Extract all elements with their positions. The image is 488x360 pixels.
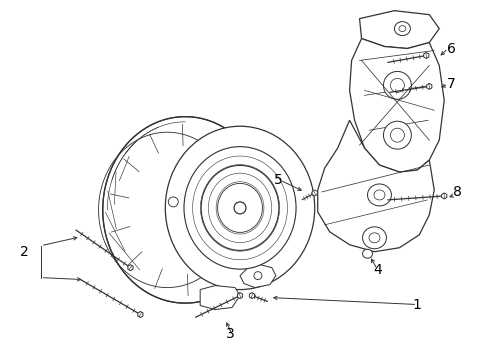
Ellipse shape <box>183 147 295 269</box>
Ellipse shape <box>233 152 240 159</box>
Polygon shape <box>359 11 438 49</box>
Polygon shape <box>311 190 317 196</box>
Ellipse shape <box>398 26 405 32</box>
Ellipse shape <box>217 183 262 233</box>
Polygon shape <box>441 193 446 199</box>
Ellipse shape <box>389 78 404 92</box>
Text: 4: 4 <box>372 263 381 276</box>
Polygon shape <box>102 117 267 303</box>
Polygon shape <box>249 293 254 298</box>
Ellipse shape <box>389 128 404 142</box>
Polygon shape <box>237 293 242 298</box>
Ellipse shape <box>383 121 410 149</box>
Ellipse shape <box>234 202 245 214</box>
Ellipse shape <box>201 165 278 250</box>
Ellipse shape <box>383 71 410 99</box>
Ellipse shape <box>362 249 372 258</box>
Polygon shape <box>349 39 443 172</box>
Ellipse shape <box>394 22 409 36</box>
Polygon shape <box>138 311 142 318</box>
Ellipse shape <box>253 272 262 280</box>
Text: 2: 2 <box>20 245 29 259</box>
Text: 8: 8 <box>452 185 461 199</box>
Ellipse shape <box>362 227 386 249</box>
Polygon shape <box>127 265 133 271</box>
Polygon shape <box>317 120 433 252</box>
Text: 7: 7 <box>446 77 455 91</box>
Text: 3: 3 <box>225 327 234 341</box>
Ellipse shape <box>368 233 379 243</box>
Polygon shape <box>200 285 240 310</box>
Ellipse shape <box>168 197 178 207</box>
Text: 6: 6 <box>446 41 455 55</box>
Polygon shape <box>426 84 431 89</box>
Text: 5: 5 <box>273 173 282 187</box>
Polygon shape <box>240 265 275 288</box>
Ellipse shape <box>165 126 314 289</box>
Ellipse shape <box>373 190 384 200</box>
Polygon shape <box>423 53 428 58</box>
Ellipse shape <box>367 184 390 206</box>
Text: 1: 1 <box>412 297 421 311</box>
